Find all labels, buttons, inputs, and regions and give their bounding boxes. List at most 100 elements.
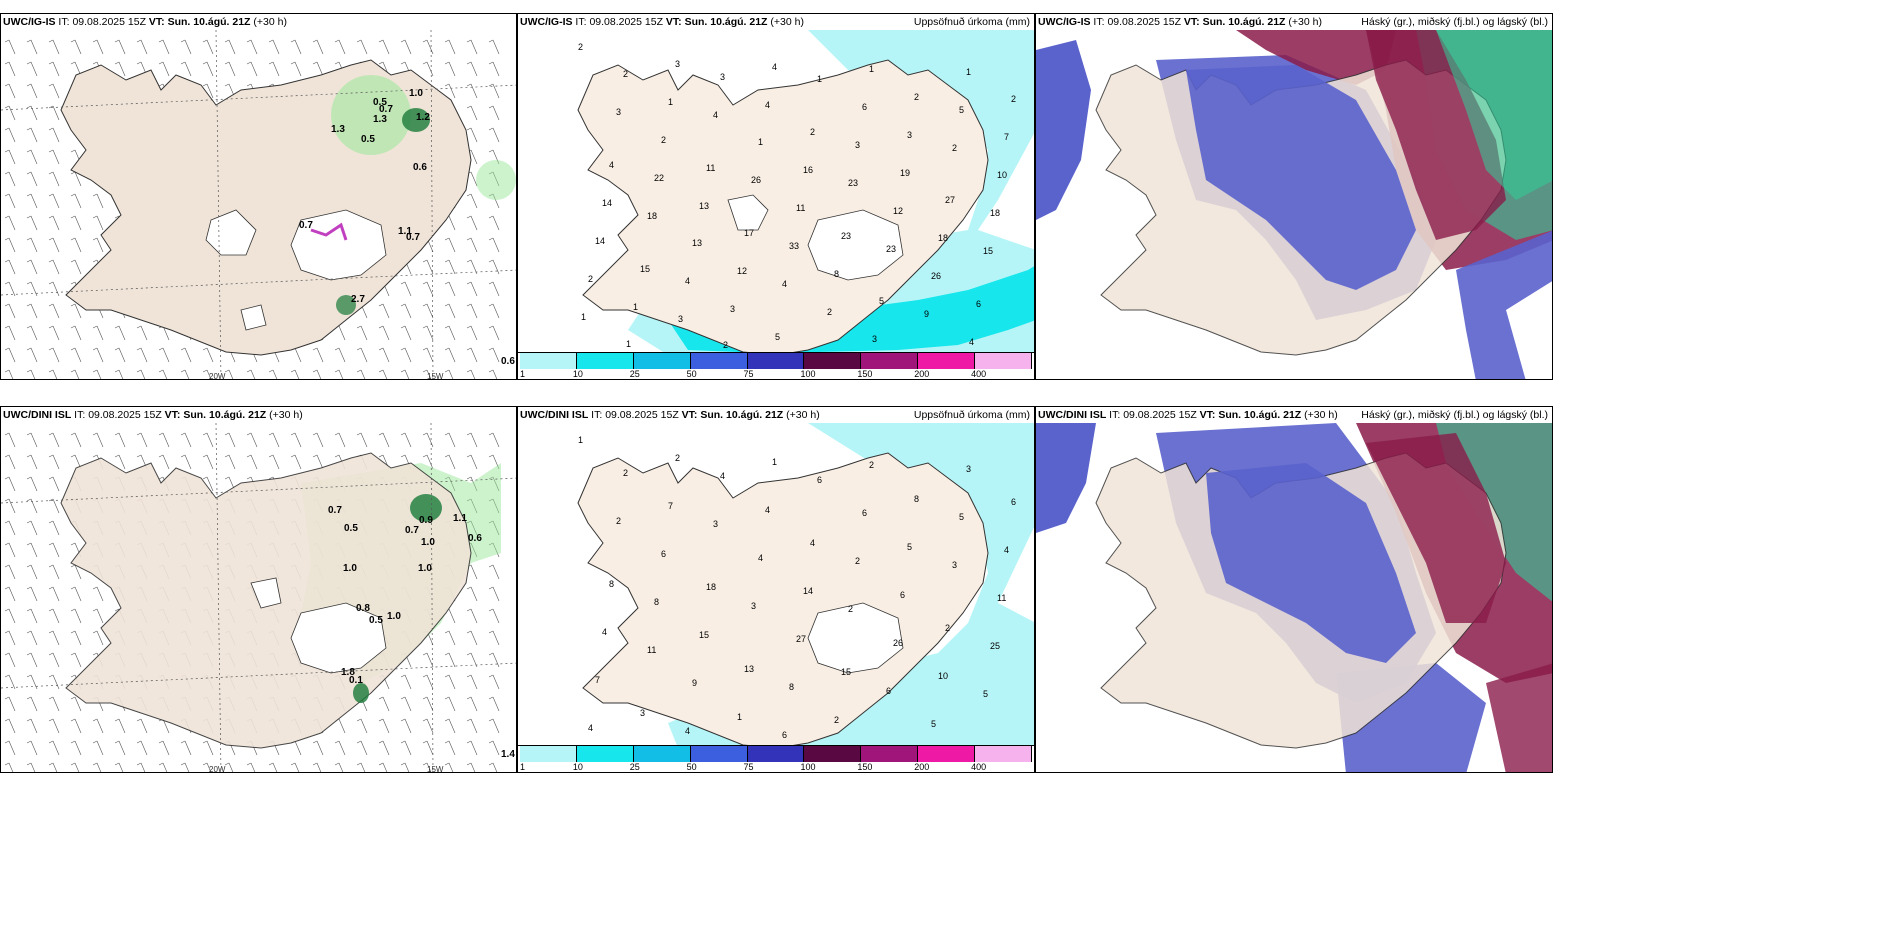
precip-value-label: 13: [744, 664, 754, 674]
precip-value-label: 4: [685, 276, 690, 286]
wind-barb-tick: [444, 718, 450, 722]
precip-value-label: 3: [730, 304, 735, 314]
wind-barb: [360, 432, 368, 448]
colorbar-tick-label: 100: [800, 369, 816, 379]
wind-barb-tick: [488, 432, 494, 436]
wind-barb: [206, 83, 214, 99]
wind-barb-tick: [26, 740, 32, 744]
wind-barb: [206, 432, 214, 448]
wind-barb: [8, 476, 16, 492]
wind-barb: [74, 432, 82, 448]
wind-barb-tick: [444, 347, 450, 351]
wind-barb-tick: [4, 39, 10, 43]
gust-value-label: 0.7: [328, 505, 342, 516]
precip-value-label: 26: [931, 271, 941, 281]
wind-barb: [52, 586, 60, 602]
colorbar-swatch: [576, 353, 634, 369]
wind-barb: [382, 325, 390, 341]
wind-barb-tick: [422, 674, 428, 678]
wind-barb-tick: [70, 542, 76, 546]
wind-barb-tick: [48, 193, 54, 197]
wind-barb-tick: [290, 39, 296, 43]
wind-barb: [118, 740, 126, 756]
wind-barb: [8, 303, 16, 319]
wind-barb: [52, 564, 60, 580]
precip-value-label: 2: [952, 143, 957, 153]
precip-value-label: 5: [959, 105, 964, 115]
wind-barb-tick: [48, 325, 54, 329]
wind-barb: [470, 586, 478, 602]
wind-barb: [118, 39, 126, 55]
wind-barb-tick: [26, 652, 32, 656]
wind-barb-tick: [92, 762, 98, 766]
wind-barb-tick: [26, 237, 32, 241]
colorbar-tick-label: 25: [629, 762, 640, 772]
wind-barb: [448, 608, 456, 624]
wind-barb: [8, 149, 16, 165]
gust-value-label: 0.7: [299, 220, 313, 231]
colorbar-tick-label: 50: [686, 369, 697, 379]
wind-barb-tick: [422, 347, 428, 351]
wind-barb-tick: [158, 347, 164, 351]
wind-barb: [74, 564, 82, 580]
panel-r1c1: UWC/IG-IS IT: 09.08.2025 15Z VT: Sun. 10…: [0, 13, 517, 380]
wind-barb: [448, 281, 456, 297]
wind-barb: [206, 347, 214, 363]
wind-barb-tick: [114, 369, 120, 373]
wind-barb: [74, 39, 82, 55]
wind-barb: [426, 347, 434, 363]
wind-barb: [30, 652, 38, 668]
precip-value-label: 9: [692, 678, 697, 688]
wind-barb: [52, 171, 60, 187]
wind-barb: [294, 454, 302, 470]
wind-barb: [492, 652, 500, 668]
wind-barb-tick: [224, 454, 230, 458]
wind-barb: [492, 237, 500, 253]
wind-barb-tick: [444, 83, 450, 87]
wind-barb: [404, 347, 412, 363]
wind-barb: [52, 520, 60, 536]
colorbar-tick-label: 150: [857, 369, 873, 379]
wind-barb: [74, 325, 82, 341]
wind-barb: [8, 127, 16, 143]
wind-barb: [30, 564, 38, 580]
wind-barb-tick: [136, 61, 142, 65]
gust-value-label: 2.7: [351, 294, 365, 305]
wind-barb-tick: [268, 762, 274, 766]
precip-value-label: 1: [737, 712, 742, 722]
wind-barb: [52, 674, 60, 690]
cloud-low-west: [1036, 40, 1091, 220]
wind-barb: [30, 674, 38, 690]
wind-barb-tick: [26, 303, 32, 307]
gust-value-label: 0.7: [379, 104, 393, 115]
wind-barb: [30, 369, 36, 379]
wind-barb-tick: [4, 608, 10, 612]
wind-barb: [448, 215, 456, 231]
wind-barb-tick: [92, 237, 98, 241]
wind-barb-tick: [290, 762, 296, 766]
wind-barb: [228, 762, 234, 772]
lon-label-15w: 15W: [427, 372, 444, 380]
wind-barb-tick: [48, 476, 54, 480]
wind-barb: [492, 696, 500, 712]
iceland-landmass: [577, 59, 989, 355]
wind-barb-tick: [70, 39, 76, 43]
wind-barb-tick: [92, 630, 98, 634]
gust-value-label: 0.6: [413, 162, 427, 173]
wind-barb-tick: [488, 740, 494, 744]
wind-barb: [250, 369, 256, 379]
wind-barb-tick: [70, 674, 76, 678]
cloud-map: [1036, 30, 1552, 379]
wind-barb-tick: [488, 718, 494, 722]
wind-barb: [8, 718, 16, 734]
glacier-langjokull: [727, 194, 769, 231]
wind-barb: [52, 608, 60, 624]
wind-barb: [162, 454, 170, 470]
wind-barb-tick: [48, 432, 54, 436]
wind-barb: [8, 520, 16, 536]
precip-value-label: 3: [952, 560, 957, 570]
gust-value-label: 1.1: [453, 513, 467, 524]
wind-barb: [492, 259, 500, 275]
wind-barb-tick: [466, 696, 472, 700]
wind-barb-tick: [224, 432, 230, 436]
